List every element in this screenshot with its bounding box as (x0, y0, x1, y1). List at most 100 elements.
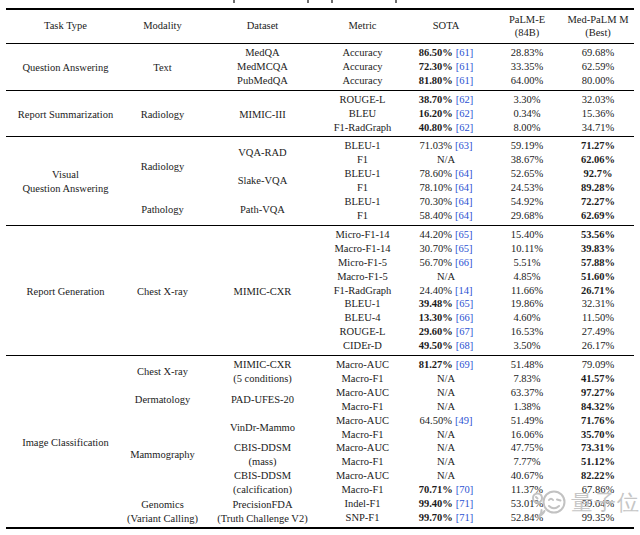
citation-link[interactable]: [61] (456, 61, 474, 72)
sota-cell: 71.03%[63] (400, 137, 492, 153)
citation-link[interactable]: [65] (455, 229, 473, 240)
citation-link[interactable]: [70] (456, 484, 474, 495)
cell-line: (5 conditions) (200, 372, 325, 386)
cell-line: CBIS-DDSM (200, 469, 325, 483)
palm-e-cell: 1.38% (492, 400, 562, 414)
dataset-cell: CBIS-DDSM(calcification) (200, 469, 325, 497)
med-palm-m-cell: 79.09% (562, 356, 634, 372)
metric-cell: BLEU-4 (325, 311, 400, 325)
med-palm-m-cell: 72.27% (562, 195, 634, 209)
med-palm-m-cell: 92.7% (562, 167, 634, 181)
modality-cell: Chest X-ray (125, 225, 200, 355)
cell-line: Dermatology (125, 393, 200, 407)
dataset-cell: PAD-UFES-20 (200, 386, 325, 414)
citation-link[interactable]: [49] (455, 415, 473, 426)
metric-cell: Macro-F1 (325, 372, 400, 386)
cell-line: Chest X-ray (125, 285, 200, 299)
cell-line: Mammography (125, 448, 200, 462)
table-section-5: Image ClassificationChest X-rayMIMIC-CXR… (6, 356, 634, 528)
cell-line: Radiology (125, 108, 200, 122)
palm-e-cell: 40.67% (492, 469, 562, 483)
med-palm-m-cell: 26.71% (562, 284, 634, 298)
cell-line: Slake-VQA (200, 174, 325, 188)
palm-e-cell: 3.30% (492, 90, 562, 106)
citation-link[interactable]: [66] (456, 312, 474, 323)
metric-cell: ROUGE-L (325, 325, 400, 339)
task-type-cell: Question Answering (6, 44, 125, 91)
med-palm-m-cell: 15.36% (562, 107, 634, 121)
med-palm-m-cell: 51.12% (562, 455, 634, 469)
sota-cell: 78.10%[64] (400, 181, 492, 195)
palm-e-cell: 63.37% (492, 386, 562, 400)
citation-link[interactable]: [64] (455, 168, 473, 179)
cell-line: VQA-RAD (200, 146, 325, 160)
caption-descender-mark (395, 0, 397, 3)
citation-link[interactable]: [66] (455, 257, 473, 268)
citation-link[interactable]: [65] (456, 298, 474, 309)
table-section-1: Question AnsweringTextMedQAAccuracy86.50… (6, 44, 634, 91)
paper-table-page: Task Type Modality Dataset Metric SOTA P… (0, 0, 640, 535)
metric-cell: BLEU-1 (325, 167, 400, 181)
citation-link[interactable]: [68] (456, 340, 474, 351)
citation-link[interactable]: [62] (456, 122, 474, 133)
sota-cell: 81.27%[69] (400, 356, 492, 372)
sota-cell: 24.40%[14] (400, 284, 492, 298)
med-palm-m-cell: 62.69% (562, 209, 634, 225)
task-type-cell: Report Generation (6, 225, 125, 355)
table-header: Task Type Modality Dataset Metric SOTA P… (6, 9, 634, 44)
table-section-2: Report SummarizationRadiologyMIMIC-IIIRO… (6, 90, 634, 137)
col-header-modality: Modality (125, 9, 200, 44)
cell-line: Question Answering (6, 61, 125, 75)
sota-cell: 38.70%[62] (400, 90, 492, 106)
sota-cell: 99.40%[71] (400, 497, 492, 511)
metric-cell: Macro-F1 (325, 455, 400, 469)
citation-link[interactable]: [64] (455, 182, 473, 193)
cell-line: MIMIC-III (200, 108, 325, 122)
citation-link[interactable]: [64] (455, 210, 473, 221)
col-header-metric: Metric (325, 9, 400, 44)
cell-line: (calcification) (200, 483, 325, 497)
cell-line: (Variant Calling) (125, 512, 200, 526)
dataset-cell: MedMCQA (200, 60, 325, 74)
col-header-med-palm-m: Med-PaLM M(Best) (562, 9, 634, 44)
dataset-cell: PrecisionFDA(Truth Challenge V2) (200, 497, 325, 528)
palm-e-cell: 59.19% (492, 137, 562, 153)
cell-line: PubMedQA (200, 74, 325, 88)
dataset-cell: Path-VQA (200, 195, 325, 225)
citation-link[interactable]: [62] (456, 108, 474, 119)
metric-cell: BLEU-1 (325, 297, 400, 311)
cell-line: Genomics (125, 498, 200, 512)
citation-link[interactable]: [71] (456, 498, 474, 509)
palm-e-cell: 19.86% (492, 297, 562, 311)
citation-link[interactable]: [71] (456, 512, 474, 523)
cell-line: VinDr-Mammo (200, 421, 325, 435)
modality-cell: Chest X-ray (125, 356, 200, 386)
cell-line: MIMIC-CXR (200, 285, 325, 299)
sota-cell: 49.50%[68] (400, 339, 492, 355)
metric-cell: F1 (325, 181, 400, 195)
citation-link[interactable]: [67] (456, 326, 474, 337)
citation-link[interactable]: [61] (456, 47, 474, 58)
cell-line: Path-VQA (200, 203, 325, 217)
citation-link[interactable]: [65] (455, 243, 473, 254)
dataset-cell: CBIS-DDSM(mass) (200, 441, 325, 469)
citation-link[interactable]: [61] (456, 75, 474, 86)
citation-link[interactable]: [64] (455, 196, 473, 207)
sota-cell: N/A (400, 469, 492, 483)
modality-cell: Genomics(Variant Calling) (125, 497, 200, 528)
sota-cell: 58.40%[64] (400, 209, 492, 225)
citation-link[interactable]: [14] (455, 285, 473, 296)
citation-link[interactable]: [69] (456, 359, 474, 370)
task-type-cell: Image Classification (6, 356, 125, 528)
dataset-cell: PubMedQA (200, 74, 325, 90)
med-palm-m-cell: 84.32% (562, 400, 634, 414)
citation-link[interactable]: [62] (456, 94, 474, 105)
med-palm-m-cell: 57.88% (562, 256, 634, 270)
sota-cell: 86.50%[61] (400, 44, 492, 60)
palm-e-cell: 8.00% (492, 121, 562, 137)
cell-line: PrecisionFDA (200, 498, 325, 512)
metric-cell: Macro-F1 (325, 400, 400, 414)
citation-link[interactable]: [63] (455, 140, 473, 151)
palm-e-cell: 15.40% (492, 225, 562, 241)
palm-e-cell: 47.75% (492, 441, 562, 455)
